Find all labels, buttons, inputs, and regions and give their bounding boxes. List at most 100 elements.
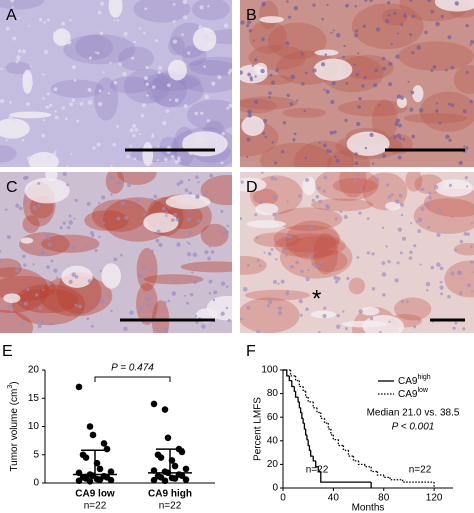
nucleus [333, 275, 338, 280]
nucleus [364, 146, 368, 150]
nucleus [386, 183, 390, 187]
x-tick-label: 0 [280, 493, 286, 504]
nucleus [195, 142, 201, 147]
nucleus [432, 65, 437, 70]
nucleus [330, 31, 333, 34]
nucleus [32, 206, 37, 210]
nucleus [439, 280, 443, 284]
nucleus [99, 269, 102, 272]
nucleus [6, 234, 11, 240]
dot [100, 440, 108, 447]
nucleus [164, 211, 169, 215]
tissue-blob [0, 309, 34, 333]
nucleus [142, 290, 145, 293]
nucleus [274, 161, 278, 165]
tissue-blob [454, 242, 474, 256]
nucleus [107, 295, 110, 298]
nucleus [419, 263, 422, 266]
nucleus [86, 202, 91, 206]
nucleus [343, 214, 348, 220]
nucleus [47, 282, 51, 286]
nucleus [439, 285, 444, 290]
nucleus [41, 133, 45, 138]
texture-group [240, 0, 474, 167]
survival-step [332, 434, 339, 441]
nucleus [26, 102, 30, 107]
nucleus [228, 103, 232, 108]
nucleus [167, 299, 171, 303]
x-tick-label: 120 [426, 493, 443, 504]
nucleus [275, 68, 279, 73]
nucleus [52, 152, 57, 157]
nucleus [323, 306, 327, 310]
nucleus [17, 16, 20, 20]
nucleus [430, 69, 434, 72]
nucleus [110, 193, 113, 196]
nucleus [21, 138, 25, 142]
nucleus [222, 231, 226, 236]
nucleus [289, 102, 294, 106]
nucleus [71, 245, 76, 250]
nucleus [289, 235, 293, 239]
dot [157, 454, 165, 461]
nucleus [261, 3, 266, 7]
dot [171, 475, 179, 482]
nucleus [342, 55, 345, 59]
nucleus [286, 200, 289, 203]
nucleus [385, 245, 388, 248]
nucleus [145, 65, 149, 69]
nucleus [59, 225, 63, 230]
nucleus [325, 89, 330, 94]
nucleus [158, 65, 163, 70]
nucleus [143, 31, 146, 35]
nucleus [334, 155, 337, 159]
nucleus [145, 82, 150, 86]
nucleus [188, 230, 193, 235]
tissue-blob [260, 142, 332, 167]
nucleus [91, 233, 95, 238]
nucleus [213, 290, 218, 295]
nucleus [189, 293, 194, 297]
nucleus [440, 14, 444, 19]
nucleus [193, 280, 198, 285]
nucleus [390, 42, 393, 46]
nucleus [290, 74, 296, 80]
nucleus [417, 217, 423, 223]
nucleus [246, 155, 249, 159]
nucleus [42, 73, 45, 76]
dot [75, 477, 83, 485]
nucleus [140, 113, 145, 118]
dot [75, 383, 83, 391]
x-tick-label: CA9 low [75, 489, 115, 500]
tissue-blob [180, 261, 232, 273]
nucleus [17, 49, 22, 53]
nucleus [240, 70, 243, 75]
nucleus [247, 109, 252, 114]
nucleus [126, 183, 132, 188]
nucleus [74, 198, 78, 203]
nucleus [54, 110, 57, 113]
nucleus [445, 68, 448, 72]
lumen [20, 237, 34, 244]
nucleus [464, 176, 468, 180]
nucleus [413, 244, 417, 248]
nucleus [240, 180, 244, 184]
nucleus [400, 213, 404, 217]
nucleus [13, 119, 18, 124]
nucleus [397, 32, 400, 35]
nucleus [172, 19, 176, 23]
nucleus [314, 264, 319, 269]
nucleus [118, 62, 122, 66]
nucleus [38, 17, 43, 22]
nucleus [142, 265, 147, 269]
panel-label: A [6, 7, 17, 24]
nucleus [124, 215, 129, 220]
nucleus [467, 283, 471, 288]
dot [150, 400, 158, 408]
texture-group [240, 172, 474, 333]
lumen [240, 177, 267, 192]
nucleus [186, 252, 192, 257]
nucleus [68, 279, 73, 284]
nucleus [375, 27, 381, 32]
lumen [360, 306, 380, 316]
